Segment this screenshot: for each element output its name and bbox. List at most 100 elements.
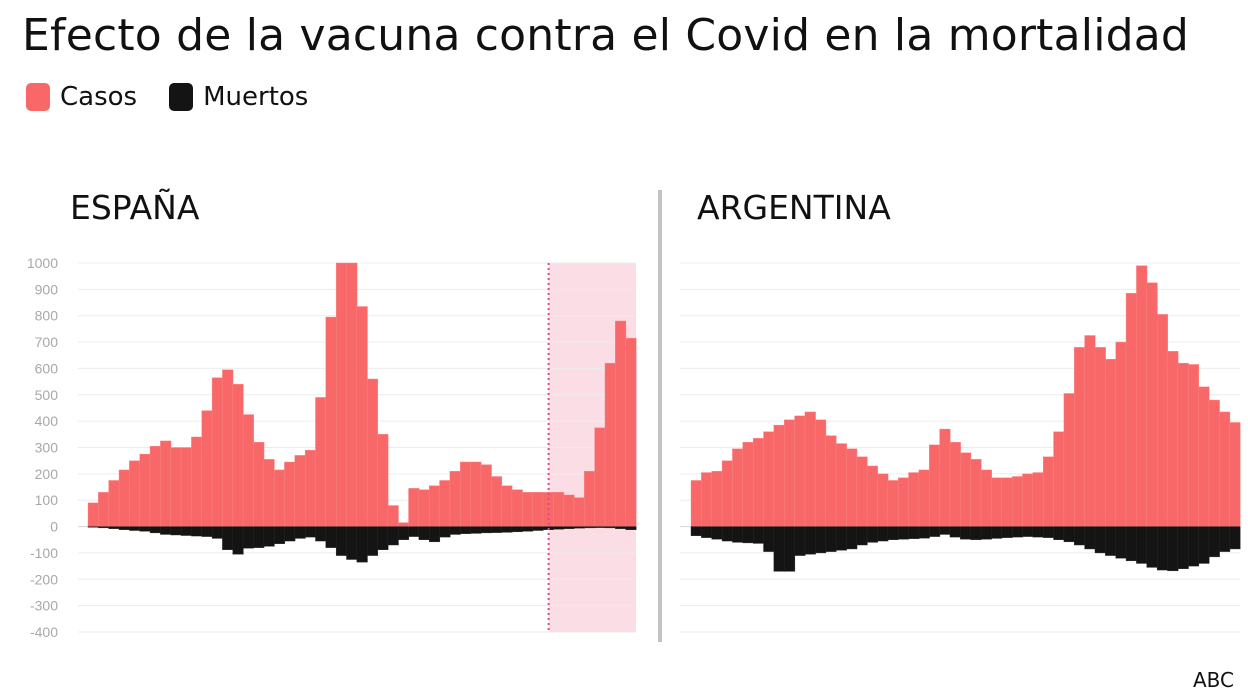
bar-casos bbox=[1105, 359, 1117, 527]
bar-casos bbox=[232, 384, 244, 527]
bar-casos bbox=[804, 411, 816, 527]
bar-muertos bbox=[1219, 526, 1231, 552]
bar-muertos bbox=[501, 526, 513, 533]
bar-muertos bbox=[1063, 526, 1075, 543]
bar-casos bbox=[711, 471, 723, 527]
bar-casos bbox=[118, 469, 130, 527]
bar-casos bbox=[563, 494, 575, 527]
bar-muertos bbox=[960, 526, 972, 540]
bar-casos bbox=[501, 485, 513, 527]
bar-casos bbox=[129, 460, 141, 527]
y-tick-label: 0 bbox=[50, 519, 58, 535]
panel-title-espana: ESPAÑA bbox=[70, 188, 200, 227]
bar-casos bbox=[615, 320, 627, 527]
bar-casos bbox=[690, 480, 702, 527]
bar-muertos bbox=[1001, 526, 1013, 538]
bar-muertos bbox=[949, 526, 961, 538]
panel-title-argentina: ARGENTINA bbox=[697, 188, 891, 227]
bar-casos bbox=[815, 419, 827, 527]
bar-casos bbox=[721, 460, 733, 527]
y-tick-label: 800 bbox=[35, 308, 59, 324]
bar-muertos bbox=[1084, 526, 1096, 550]
bar-casos bbox=[160, 440, 172, 527]
bar-casos bbox=[242, 414, 254, 527]
y-tick-label: -400 bbox=[30, 624, 58, 640]
bar-muertos bbox=[625, 526, 637, 530]
bar-muertos bbox=[377, 526, 389, 550]
bar-muertos bbox=[856, 526, 868, 546]
bar-muertos bbox=[242, 526, 254, 549]
bar-muertos bbox=[118, 526, 130, 530]
bar-casos bbox=[418, 489, 430, 527]
bar-muertos bbox=[846, 526, 858, 550]
bar-casos bbox=[201, 410, 213, 527]
bar-muertos bbox=[263, 526, 275, 547]
legend-swatch-muertos bbox=[169, 83, 194, 111]
bar-muertos bbox=[325, 526, 337, 548]
bar-casos bbox=[1156, 314, 1168, 527]
bar-muertos bbox=[563, 526, 575, 529]
bar-muertos bbox=[232, 526, 244, 555]
bar-casos bbox=[742, 442, 754, 527]
bar-muertos bbox=[794, 526, 806, 556]
bar-casos bbox=[211, 377, 223, 527]
bar-muertos bbox=[615, 526, 627, 529]
bar-muertos bbox=[690, 526, 702, 536]
y-tick-label: 1000 bbox=[27, 255, 58, 271]
bar-casos bbox=[784, 419, 796, 527]
bar-casos bbox=[1146, 282, 1158, 527]
bar-casos bbox=[960, 452, 972, 527]
bar-casos bbox=[1136, 265, 1148, 527]
bar-muertos bbox=[253, 526, 265, 548]
legend-label-casos: Casos bbox=[60, 82, 138, 112]
bar-casos bbox=[377, 434, 389, 527]
bar-casos bbox=[325, 316, 337, 527]
bar-casos bbox=[1063, 393, 1075, 527]
bar-casos bbox=[980, 469, 992, 527]
bar-casos bbox=[1115, 341, 1127, 527]
bar-casos bbox=[1167, 351, 1179, 527]
bar-casos bbox=[304, 449, 316, 527]
bar-casos bbox=[408, 488, 420, 527]
bar-casos bbox=[1022, 473, 1034, 527]
bar-muertos bbox=[98, 526, 110, 529]
bar-casos bbox=[1011, 476, 1023, 527]
bar-muertos bbox=[773, 526, 785, 572]
bar-casos bbox=[887, 480, 899, 527]
bar-muertos bbox=[418, 526, 430, 540]
bar-casos bbox=[752, 438, 765, 527]
y-tick-label: 500 bbox=[35, 387, 59, 403]
bar-casos bbox=[1032, 472, 1044, 527]
bar-casos bbox=[553, 492, 565, 527]
bar-casos bbox=[1219, 411, 1231, 527]
bar-muertos bbox=[1136, 526, 1148, 564]
bar-casos bbox=[1177, 362, 1189, 527]
bar-muertos bbox=[470, 526, 482, 534]
bar-casos bbox=[429, 485, 441, 527]
bar-casos bbox=[763, 431, 775, 527]
bar-casos bbox=[584, 471, 596, 527]
bar-casos bbox=[939, 428, 951, 527]
bar-casos bbox=[1094, 347, 1106, 527]
bar-muertos bbox=[929, 526, 941, 537]
bar-muertos bbox=[180, 526, 192, 536]
bar-casos bbox=[532, 492, 544, 527]
bar-casos bbox=[511, 489, 523, 527]
bar-muertos bbox=[604, 526, 616, 529]
bar-muertos bbox=[1229, 526, 1241, 550]
bar-casos bbox=[149, 445, 161, 527]
source-label: ABC bbox=[1192, 668, 1234, 692]
y-tick-label: -100 bbox=[30, 545, 58, 561]
bar-muertos bbox=[1074, 526, 1086, 546]
bar-casos bbox=[918, 469, 930, 527]
bar-casos bbox=[87, 502, 99, 527]
bar-muertos bbox=[1022, 526, 1034, 537]
bar-muertos bbox=[752, 526, 765, 544]
bar-muertos bbox=[429, 526, 441, 543]
bar-casos bbox=[397, 522, 410, 527]
bar-muertos bbox=[129, 526, 141, 531]
bar-casos bbox=[460, 461, 472, 527]
bar-muertos bbox=[897, 526, 910, 540]
bar-muertos bbox=[294, 526, 306, 539]
